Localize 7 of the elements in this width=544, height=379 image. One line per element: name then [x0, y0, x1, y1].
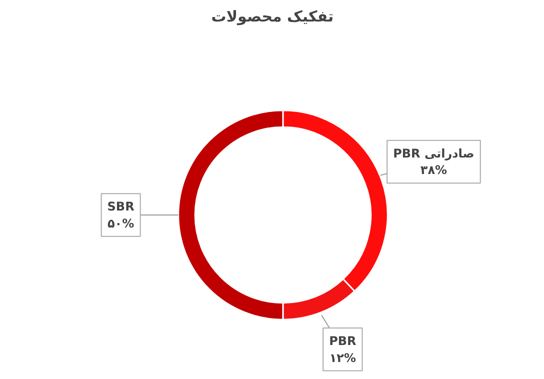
chart-title: تفکیک محصولات [211, 8, 334, 26]
slice-label: SBR [107, 200, 134, 214]
data-label: ۵۰% [107, 216, 134, 230]
slice-label: PBR [329, 334, 356, 348]
slice-label: PBR صادراتی [393, 146, 474, 160]
data-label: ۱۲% [329, 350, 356, 365]
data-label: ۳۸% [420, 163, 448, 178]
